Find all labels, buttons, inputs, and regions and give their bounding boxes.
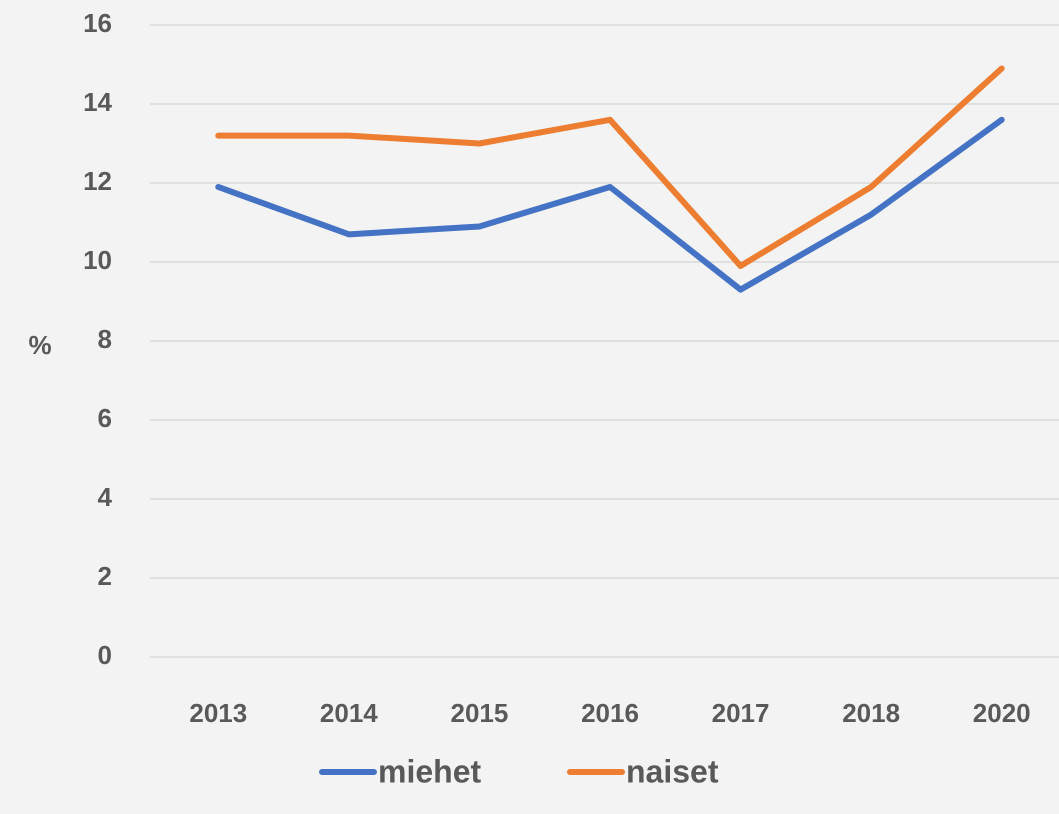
y-tick-label: 10 xyxy=(83,245,112,275)
x-tick-label: 2016 xyxy=(581,698,639,728)
x-tick-label: 2013 xyxy=(189,698,247,728)
y-tick-label: 12 xyxy=(83,166,112,196)
series-line xyxy=(215,116,1005,293)
y-tick-label: 0 xyxy=(98,640,112,670)
legend-label: naiset xyxy=(626,753,719,789)
y-tick-label: 4 xyxy=(98,482,113,512)
y-tick-label: 8 xyxy=(98,324,112,354)
x-tick-label: 2020 xyxy=(973,698,1031,728)
y-tick-label: 6 xyxy=(98,403,112,433)
y-tick-label: 14 xyxy=(83,87,112,117)
series-line xyxy=(215,65,1005,269)
x-tick-label: 2014 xyxy=(320,698,378,728)
x-tick-label: 2017 xyxy=(712,698,770,728)
legend-label: miehet xyxy=(378,753,481,789)
y-tick-label: 2 xyxy=(98,561,112,591)
y-tick-label: 16 xyxy=(83,8,112,38)
y-axis-label: % xyxy=(28,330,51,360)
x-tick-label: 2015 xyxy=(451,698,509,728)
x-tick-label: 2018 xyxy=(842,698,900,728)
